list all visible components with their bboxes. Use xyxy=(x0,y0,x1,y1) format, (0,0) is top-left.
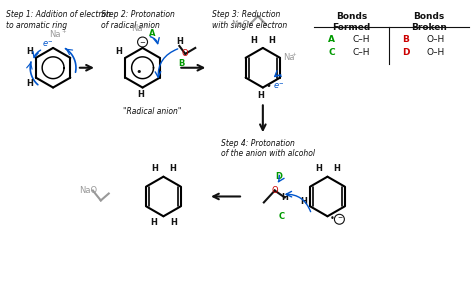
Text: H: H xyxy=(176,38,183,46)
Text: H: H xyxy=(281,193,288,202)
Text: C: C xyxy=(328,49,335,57)
Text: Step 3: Reduction
with single electron: Step 3: Reduction with single electron xyxy=(212,10,287,30)
Text: H: H xyxy=(170,218,177,227)
Text: B: B xyxy=(402,34,410,44)
Text: H: H xyxy=(169,164,176,173)
Text: O: O xyxy=(182,49,189,58)
Text: H: H xyxy=(151,164,158,173)
Text: −: − xyxy=(278,80,283,85)
Text: Bonds
Formed: Bonds Formed xyxy=(332,12,371,32)
Text: H: H xyxy=(150,218,157,227)
Text: +: + xyxy=(143,23,148,28)
Text: O–H: O–H xyxy=(427,49,445,57)
Text: +: + xyxy=(292,52,296,57)
Text: Step 1: Addition of electron
to aromatic ring: Step 1: Addition of electron to aromatic… xyxy=(6,10,111,30)
Text: e: e xyxy=(273,81,278,90)
Text: D: D xyxy=(402,49,410,57)
Text: H: H xyxy=(26,47,33,56)
Text: Na: Na xyxy=(49,30,61,38)
Text: A: A xyxy=(328,34,335,44)
Text: e: e xyxy=(43,40,48,49)
Text: C–H: C–H xyxy=(353,49,370,57)
Text: NaO: NaO xyxy=(231,20,249,29)
Text: B: B xyxy=(178,59,184,68)
Text: −: − xyxy=(140,40,146,46)
Text: Na: Na xyxy=(283,53,294,62)
Text: Step 4: Protonation
of the anion with alcohol: Step 4: Protonation of the anion with al… xyxy=(221,139,315,158)
Text: Na: Na xyxy=(131,24,142,33)
Text: −: − xyxy=(48,38,53,44)
Text: A: A xyxy=(149,29,156,38)
Text: NaO: NaO xyxy=(79,186,97,195)
Text: H: H xyxy=(115,47,122,56)
Text: O: O xyxy=(272,186,278,195)
Text: H: H xyxy=(26,79,33,88)
Text: −: − xyxy=(338,215,343,220)
Text: Bonds
Broken: Bonds Broken xyxy=(411,12,447,32)
Text: O–H: O–H xyxy=(427,34,445,44)
Text: H: H xyxy=(268,36,275,44)
Text: •: • xyxy=(266,81,272,91)
Text: Step 2: Protonation
of radical anion: Step 2: Protonation of radical anion xyxy=(101,10,175,30)
Text: •: • xyxy=(330,214,335,223)
Text: C: C xyxy=(279,212,285,221)
Text: "Radical anion": "Radical anion" xyxy=(123,107,181,116)
Text: H: H xyxy=(300,197,307,206)
Text: +: + xyxy=(62,29,66,34)
Text: D: D xyxy=(275,172,282,181)
Text: C–H: C–H xyxy=(353,34,370,44)
Text: H: H xyxy=(137,90,144,99)
Text: H: H xyxy=(315,164,322,173)
Text: H: H xyxy=(250,36,257,44)
Text: H: H xyxy=(333,164,340,173)
Text: H: H xyxy=(257,91,264,100)
Text: •: • xyxy=(136,67,142,77)
